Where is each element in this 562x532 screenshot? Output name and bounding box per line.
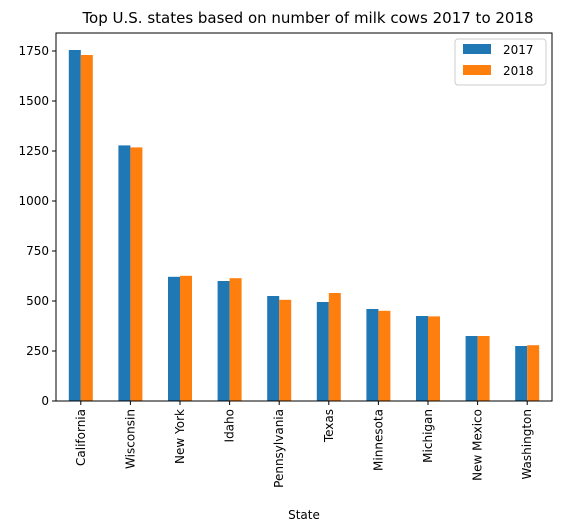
legend: 2017 2018 (454, 38, 547, 86)
y-axis: 0 250 500 750 1000 1250 1500 1750 (18, 44, 56, 408)
x-tick-label: Michigan (421, 409, 435, 463)
legend-label-2017: 2017 (503, 43, 534, 57)
bar-2017-new-york (168, 276, 180, 401)
bar-2018-california (80, 55, 93, 401)
y-tick-label: 1750 (18, 44, 49, 58)
x-tick-label: New York (173, 409, 187, 464)
x-tick-label: Washington (520, 409, 534, 480)
y-tick-label: 1500 (18, 94, 49, 108)
x-axis: California Wisconsin New York Idaho Pennsylv… (74, 401, 534, 488)
y-tick-label: 750 (26, 244, 49, 258)
x-tick-label: Wisconsin (123, 409, 137, 469)
bar-2017-wisconsin (118, 145, 131, 401)
x-tick-label: Texas (322, 409, 336, 443)
bar-2018-minnesota (378, 310, 391, 401)
bar-2018-pennsylvania (279, 299, 292, 401)
x-tick-label: New Mexico (471, 409, 485, 481)
y-tick-label: 500 (26, 294, 49, 308)
bar-2017-washington (515, 346, 528, 401)
legend-label-2018: 2018 (503, 64, 534, 78)
x-tick-label: Minnesota (371, 409, 385, 471)
legend-swatch-2018 (463, 65, 491, 75)
bar-2018-new-york (180, 275, 192, 401)
bar-2017-texas (316, 302, 329, 401)
x-tick-label: Pennsylvania (272, 409, 286, 488)
y-tick-label: 1250 (18, 144, 49, 158)
bar-2018-wisconsin (130, 147, 143, 401)
bar-2017-michigan (416, 316, 428, 401)
bar-2017-new-mexico (465, 336, 478, 401)
bar-2018-michigan (428, 316, 440, 401)
chart-title: Top U.S. states based on number of milk … (81, 9, 533, 27)
bar-2017-pennsylvania (267, 296, 280, 401)
x-axis-label: State (288, 508, 320, 522)
bars (68, 50, 540, 401)
bar-2017-minnesota (366, 309, 379, 401)
x-tick-label: California (74, 409, 88, 466)
y-tick-label: 0 (41, 394, 49, 408)
bar-2018-texas (328, 293, 341, 401)
bar-2018-new-mexico (477, 336, 490, 401)
plot-frame (55, 32, 553, 402)
bar-2017-idaho (217, 281, 230, 401)
bar-2018-washington (527, 345, 540, 401)
y-tick-label: 250 (26, 344, 49, 358)
y-tick-label: 1000 (18, 194, 49, 208)
legend-swatch-2017 (463, 44, 491, 54)
x-tick-label: Idaho (223, 409, 237, 442)
bar-2017-california (68, 50, 81, 401)
bar-2018-idaho (229, 278, 242, 401)
